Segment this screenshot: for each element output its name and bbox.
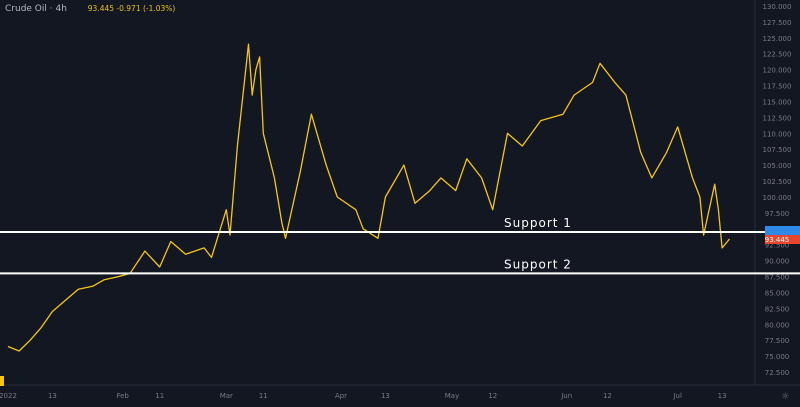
time-marker [0,376,4,386]
price-axis [755,0,800,407]
settings-icon: ☼ [781,392,789,402]
last-price-badge [765,235,800,244]
x-tick-label: 13 [381,392,390,400]
x-tick-label: Mar [220,392,233,400]
y-tick-label: 82.500 [765,305,790,313]
x-tick-label: 12 [488,392,497,400]
y-tick-label: 112.500 [763,114,792,122]
y-tick-label: 100.000 [763,194,792,202]
x-tick-label: 13 [48,392,57,400]
y-tick-label: 117.500 [763,83,792,91]
y-tick-label: 122.500 [763,51,792,59]
quote-label: 93.445 -0.971 (-1.03%) [87,4,176,13]
symbol-label: Crude Oil · 4h [5,4,67,14]
y-tick-label: 85.000 [765,289,790,297]
y-tick-label: 80.000 [765,321,790,329]
x-tick-label: 11 [155,392,164,400]
y-tick-label: 102.500 [763,178,792,186]
support-label: Support 1 [504,216,572,230]
price-line [7,43,730,352]
y-tick-label: 75.000 [765,353,790,361]
y-tick-label: 127.500 [763,19,792,27]
x-tick-label: 2022 [0,392,17,400]
x-tick-label: Jun [560,392,572,400]
y-tick-label: 90.000 [765,258,790,266]
y-tick-label: 97.500 [765,210,790,218]
chart-header: Crude Oil · 4h 93.445 -0.971 (-1.03%) [5,4,175,14]
y-tick-label: 105.000 [763,162,792,170]
y-tick-label: 92.500 [765,242,790,250]
last-price-label: 93.445 [765,236,790,244]
y-tick-label: 110.000 [763,130,792,138]
price-label-blue [765,226,800,235]
y-tick-label: 125.000 [763,35,792,43]
support-label: Support 2 [504,257,572,271]
x-tick-label: Jul [672,392,682,400]
y-tick-label: 115.000 [763,98,792,106]
y-tick-label: 107.500 [763,146,792,154]
y-tick-label: 72.500 [765,369,790,377]
x-tick-label: May [445,392,459,400]
x-tick-label: Apr [335,392,347,400]
x-tick-label: 12 [603,392,612,400]
y-tick-label: 77.500 [765,337,790,345]
x-tick-label: Feb [116,392,129,400]
y-tick-label: 120.000 [763,67,792,75]
x-tick-label: 13 [718,392,727,400]
y-tick-label: 87.500 [765,274,790,282]
y-tick-label: 130.000 [763,3,792,11]
x-tick-label: 11 [259,392,268,400]
